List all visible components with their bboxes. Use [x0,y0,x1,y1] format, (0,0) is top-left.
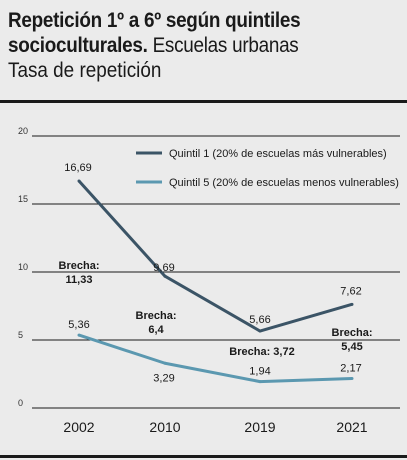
chart-title-line-2: socioculturales. Escuelas urbanas [8,33,364,58]
y-tick-label-0: 0 [18,398,23,408]
x-tick-label-2021: 2021 [336,419,367,435]
data-point-s2-2021 [350,376,354,380]
series-line-2 [78,333,353,384]
data-point-s2-2010 [163,361,167,365]
data-label-q1-2002: 16,69 [64,162,92,174]
chart-title-normal-part: Escuelas urbanas [147,34,299,57]
legend-label-1: Quintil 1 (20% de escuelas más vulnerabl… [169,148,387,160]
data-point-s1-2021 [350,302,354,306]
data-label-q1-2021: 7,62 [340,285,361,297]
chart-title-line-1: Repetición 1º a 6º según quintiles [8,9,301,32]
series-line-1 [77,180,353,333]
y-tick-label-20: 20 [18,126,28,136]
y-tick-label-15: 15 [18,194,28,204]
gap-label-2002-line-2: 11,33 [66,274,93,286]
gap-label-2002-line-1: Brecha: [59,260,100,272]
data-point-s2-2002 [77,333,81,337]
x-tick-label-2010: 2010 [149,419,180,435]
y-tick-label-10: 10 [18,262,28,272]
data-point-s1-2019 [258,329,262,333]
data-label-q5-2019: 1,94 [249,366,270,378]
data-label-q1-2010: 9,69 [153,262,174,274]
data-label-q1-2019: 5,66 [249,314,270,326]
bottom-rule [0,455,407,458]
legend-label-2: Quintil 5 (20% de escuelas menos vulnera… [169,177,399,189]
data-label-q5-2002: 5,36 [68,319,89,331]
gap-label-2021-line-2: 5,45 [341,341,362,353]
gap-label-2010-line-1: Brecha: [136,310,177,322]
gap-label-2019-line-1: Brecha: 3,72 [229,346,294,358]
x-tick-label-2019: 2019 [244,419,275,435]
data-point-s1-2010 [163,274,167,278]
data-label-q5-2021: 2,17 [340,362,361,374]
x-tick-label-2002: 2002 [63,419,94,435]
data-point-s1-2002 [77,179,81,183]
gap-label-2010-line-2: 6,4 [148,324,164,336]
top-rule [0,100,407,103]
chart-subtitle: Tasa de repetición [8,59,162,82]
y-tick-label-5: 5 [18,330,23,340]
chart-title-bold-part: socioculturales. [8,34,148,57]
data-label-q5-2010: 3,29 [153,372,174,384]
gap-label-2021-line-1: Brecha: [332,327,373,339]
data-point-s2-2019 [258,380,262,384]
title-block: Repetición 1º a 6º según quintiles socio… [8,8,403,83]
